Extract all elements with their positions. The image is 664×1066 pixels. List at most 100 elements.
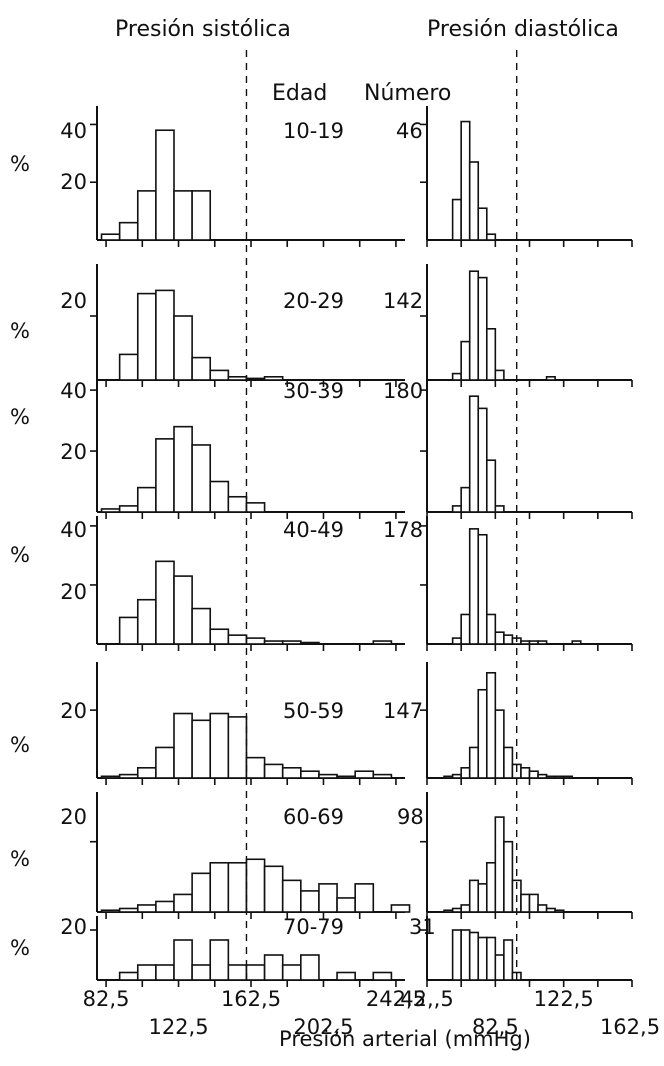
diastolic-bar: [477, 276, 488, 381]
diastolic-bar: [537, 773, 548, 779]
percent-symbol: %: [10, 152, 30, 176]
systolic-bar: [136, 292, 157, 381]
systolic-bar: [118, 221, 139, 241]
systolic-bar: [118, 505, 139, 513]
systolic-bar: [390, 904, 411, 913]
systolic-bar: [281, 964, 302, 981]
systolic-bar: [245, 964, 266, 981]
y-tick-label: 20: [60, 805, 87, 829]
diastolic-bar: [485, 861, 497, 913]
diastolic-bar: [485, 327, 497, 381]
diastolic-bar: [494, 631, 505, 645]
systolic-bar: [155, 438, 175, 513]
count-label: 98: [397, 805, 424, 829]
systolic-bar: [100, 775, 121, 779]
diastolic-bar: [503, 746, 514, 779]
diastolic-bar: [460, 486, 471, 513]
systolic-bar: [100, 233, 121, 241]
y-tick-label: 20: [60, 440, 87, 464]
systolic-bar: [173, 190, 193, 241]
diastolic-bar: [443, 909, 454, 913]
systolic-bar: [354, 770, 375, 779]
diastolic-bar: [494, 369, 505, 381]
systolic-bar: [155, 964, 175, 981]
x-tick-label: 242,5: [366, 987, 426, 1011]
x-tick-label: 82,5: [472, 1015, 519, 1039]
diastolic-bar: [468, 879, 480, 913]
percent-symbol: %: [10, 936, 30, 960]
systolic-bar: [281, 879, 302, 913]
y-tick-label: 20: [60, 170, 87, 194]
systolic-bar: [245, 502, 266, 513]
diastolic-bar: [460, 340, 471, 381]
systolic-bar: [191, 872, 212, 913]
systolic-bar: [173, 939, 193, 981]
systolic-bar: [209, 712, 230, 779]
x-tick-label: 202,5: [293, 1015, 353, 1039]
systolic-bar: [227, 375, 248, 381]
diastolic-bar: [545, 775, 556, 779]
systolic-bar: [173, 425, 193, 513]
diastolic-bar: [537, 904, 548, 913]
systolic-bar: [209, 369, 230, 381]
x-tick-label: 162,5: [600, 1015, 660, 1039]
systolic-bar: [300, 770, 320, 779]
systolic-bar: [354, 883, 375, 913]
systolic-bar: [227, 634, 248, 645]
diastolic-bar: [528, 893, 539, 913]
diastolic-bar: [520, 640, 531, 645]
x-tick-label: 82,5: [83, 987, 130, 1011]
diastolic-bar: [443, 775, 454, 779]
y-tick-label: 40: [60, 379, 87, 403]
diastolic-bar: [460, 767, 471, 779]
age-label: 20-29: [283, 289, 344, 313]
diastolic-bar: [477, 883, 488, 913]
systolic-bar: [155, 560, 175, 645]
systolic-bar: [227, 716, 248, 779]
systolic-bar: [300, 954, 320, 981]
systolic-bar: [173, 893, 193, 913]
diastolic-bar: [477, 407, 488, 513]
x-tick-labels: 82,5 162,5 242,5 122,5 202,5 42,,5 122,5 82,5 16…: [83, 987, 660, 1039]
systolic-bar: [173, 712, 193, 779]
systolic-bar: [263, 954, 284, 981]
diastolic-bar: [503, 634, 514, 645]
systolic-bar: [173, 575, 193, 645]
diastolic-bar: [468, 746, 480, 779]
systolic-bar: [281, 767, 302, 779]
systolic-bar: [245, 858, 266, 913]
systolic-bar: [136, 486, 157, 513]
systolic-bar: [209, 480, 230, 513]
diastolic-bar: [477, 688, 488, 779]
count-label: 46: [396, 119, 423, 143]
diastolic-bar: [537, 640, 548, 645]
diastolic-bar: [494, 954, 505, 981]
systolic-bar: [136, 767, 157, 779]
diastolic-bar: [485, 613, 497, 645]
percent-symbol: %: [10, 405, 30, 429]
diastolic-bar: [554, 909, 565, 913]
systolic-bar: [336, 897, 356, 913]
diastolic-bar: [571, 640, 582, 645]
systolic-bar: [372, 640, 393, 645]
systolic-bar: [227, 861, 248, 913]
count-label: 178: [383, 518, 423, 542]
systolic-bar: [263, 763, 284, 779]
percent-symbol: %: [10, 847, 30, 871]
systolic-bar: [227, 495, 248, 513]
diastolic-bar: [545, 907, 556, 913]
diastolic-bar: [485, 459, 497, 513]
systolic-bar: [281, 640, 302, 645]
diastolic-bar: [562, 775, 574, 779]
diastolic-bar: [503, 840, 514, 913]
diastolic-bar: [460, 120, 471, 241]
systolic-bar: [191, 190, 212, 241]
x-tick-label: 122,5: [534, 987, 594, 1011]
percent-symbol: %: [10, 543, 30, 567]
diastolic-bar: [554, 775, 565, 779]
count-label: 31: [409, 915, 436, 939]
systolic-bar: [372, 773, 393, 779]
systolic-bar: [318, 773, 338, 779]
systolic-bar: [318, 883, 338, 913]
